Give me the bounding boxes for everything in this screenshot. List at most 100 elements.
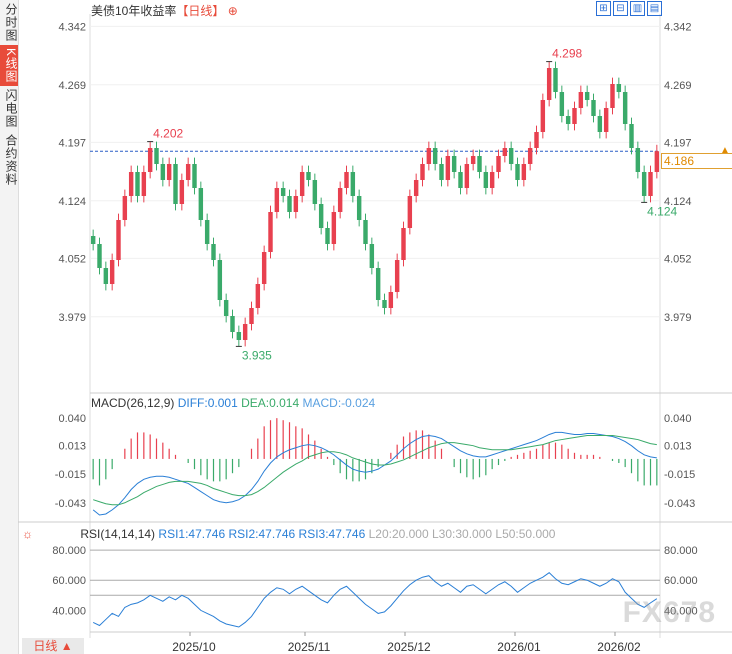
macd-dea-line (93, 434, 657, 506)
candle-body (477, 156, 482, 172)
price-tick-right: 3.979 (664, 312, 692, 324)
candle-body (204, 220, 210, 244)
candle-body (312, 180, 318, 204)
candle-body (242, 324, 248, 340)
last-price-tag: 4.186 (661, 153, 732, 169)
candle-body (540, 100, 546, 132)
rsi2-label: RSI2:47.746 (228, 527, 296, 541)
candle-body (382, 300, 387, 308)
macd-diff-label: DIFF:0.001 (177, 396, 238, 410)
time-tick-label: 2026/02 (597, 640, 641, 654)
rsi-header: ☼ RSI(14,14,14) RSI1:47.746 RSI2:47.746 … (22, 527, 555, 541)
candle-body (198, 188, 204, 220)
candle-body (331, 212, 337, 244)
chart-type-icon[interactable]: ▥ (630, 1, 645, 16)
candle-body (128, 172, 134, 196)
candle-body (439, 164, 444, 180)
rsi-tick-right: 80.000 (664, 545, 698, 557)
macd-tick-right: 0.040 (664, 413, 692, 425)
candle-body (508, 148, 514, 164)
rsi-tick-left: 80.000 (52, 545, 86, 557)
l50-label: L50:50.000 (495, 527, 556, 541)
macd-tick-left: -0.043 (55, 498, 86, 510)
candle-body (249, 308, 254, 324)
candle-body (369, 244, 375, 268)
candle-body (293, 196, 299, 212)
expand-icon[interactable]: ⊞ (596, 1, 611, 16)
close-panel-icon[interactable]: ▤ (647, 1, 662, 16)
time-tick-label: 2025/10 (172, 640, 216, 654)
candle-body (103, 268, 109, 284)
price-tick-left: 4.197 (58, 137, 86, 149)
candle-body (230, 316, 235, 332)
candle-body (401, 228, 406, 260)
shrink-icon[interactable]: ⊟ (613, 1, 628, 16)
add-indicator-icon[interactable]: ⊕ (227, 4, 238, 18)
low-annotation: 3.935 (242, 348, 272, 362)
candle-body (515, 164, 520, 180)
price-tick-right: 4.052 (664, 253, 692, 265)
candle-body (135, 172, 140, 196)
candle-body (160, 164, 166, 180)
candle-body (280, 188, 286, 196)
candle-body (318, 204, 324, 228)
rsi1-label: RSI1:47.746 (158, 527, 226, 541)
rsi-line (92, 572, 658, 628)
period-tag[interactable]: 【日线】 (176, 4, 225, 18)
candle-body (356, 196, 362, 220)
candle-body (483, 172, 489, 188)
candle-body (426, 148, 432, 164)
tab-flash[interactable]: 闪电图 (4, 89, 18, 129)
macd-tick-right: -0.015 (664, 469, 695, 481)
candle-body (420, 164, 425, 180)
candle-body (116, 220, 121, 260)
price-arrow-icon: ▲ (720, 145, 730, 156)
high-annotation: 4.298 (552, 47, 582, 61)
candle-body (616, 84, 622, 92)
price-tick-right: 4.342 (664, 21, 692, 33)
macd-title: MACD(26,12,9) (91, 396, 175, 410)
candle-body (287, 196, 292, 212)
price-tick-left: 4.124 (58, 196, 86, 208)
candle-body (489, 172, 495, 188)
candle-body (413, 180, 419, 196)
macd-tick-right: 0.013 (664, 441, 692, 453)
candle-body (394, 260, 400, 292)
candle-body (363, 220, 368, 244)
candle-body (141, 172, 147, 196)
candle-body (375, 268, 381, 300)
candle-body (147, 148, 153, 172)
candle-body (173, 164, 178, 204)
candle-body (496, 156, 501, 172)
candle-body (299, 172, 305, 196)
rsi-tick-right: 40.000 (664, 605, 698, 617)
candle-body (306, 172, 311, 180)
tab-contract-info[interactable]: 合约资料 (4, 134, 18, 187)
candle-body (223, 300, 229, 316)
candle-body (122, 196, 128, 220)
candle-body (185, 164, 191, 180)
candle-body (534, 132, 539, 148)
candle-body (591, 100, 596, 116)
candle-body (641, 172, 647, 196)
candle-body (629, 124, 634, 148)
macd-diff-line (92, 431, 657, 516)
candle-body (470, 156, 476, 164)
candle-body (109, 260, 115, 284)
tab-kline[interactable]: K线图 (0, 45, 18, 87)
toolbar: ⊞ ⊟ ▥ ▤ (596, 1, 662, 16)
candle-body (546, 68, 552, 100)
candle-body (261, 252, 267, 284)
candle-body (464, 164, 470, 188)
macd-tick-left: 0.013 (58, 441, 86, 453)
candle-body (458, 172, 463, 188)
settings-icon[interactable]: ☼ (22, 527, 33, 541)
tab-intraday[interactable]: 分时图 (4, 3, 18, 42)
candle-body (166, 164, 172, 180)
price-tick-left: 3.979 (58, 312, 86, 324)
candle-body (451, 156, 457, 172)
period-selector[interactable]: 日线 ▲ (22, 638, 84, 654)
candle-body (622, 92, 628, 124)
macd-dea-label: DEA:0.014 (241, 396, 300, 410)
